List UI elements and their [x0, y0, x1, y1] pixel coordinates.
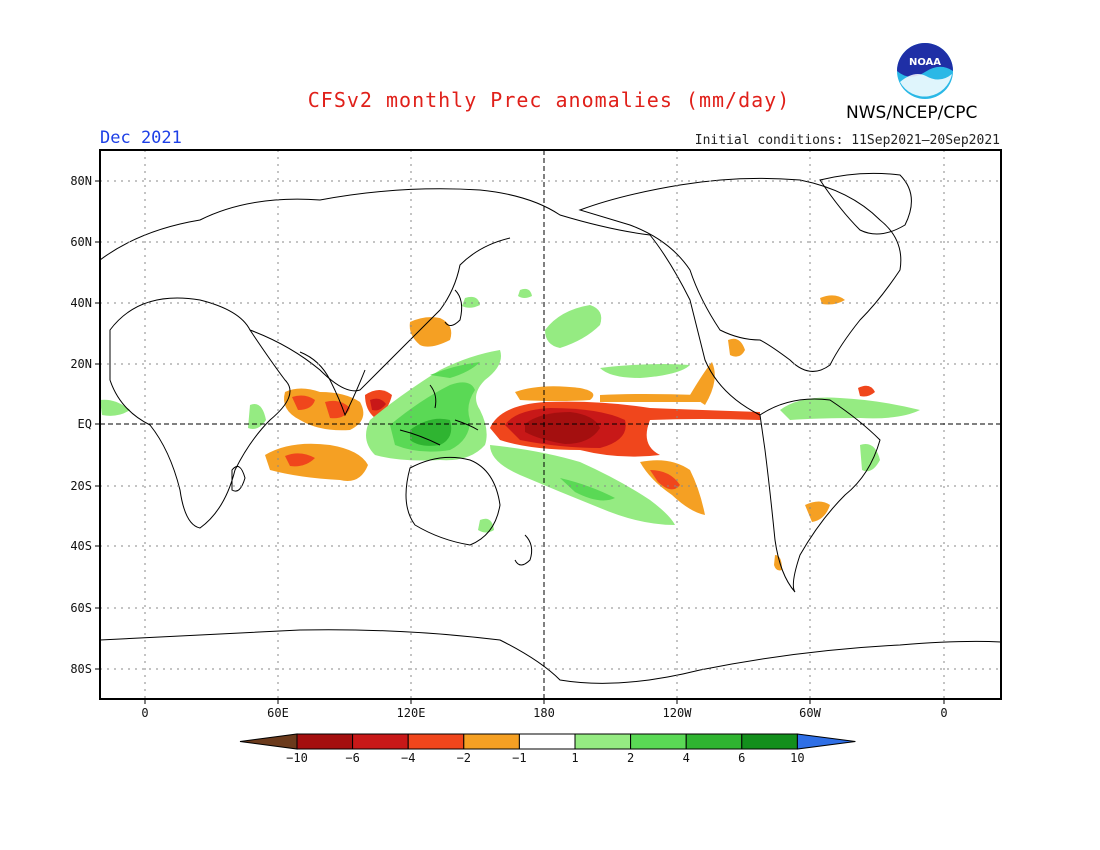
colorbar-label: 10 — [790, 751, 804, 765]
colorbar-arrow-high — [796, 733, 856, 750]
noaa-logo: NOAA — [894, 42, 956, 104]
lon-label: 60E — [267, 706, 289, 720]
axis-ticks: 80N 60N 40N 20N EQ 20S 40S 60S 80S 0 60E 120E 180 120… — [70, 174, 947, 720]
lon-label: 60W — [799, 706, 821, 720]
colorbar-label: −2 — [457, 751, 471, 765]
colorbar-label: −6 — [345, 751, 359, 765]
lat-label: EQ — [78, 417, 92, 431]
colorbar-segment — [518, 733, 576, 750]
colorbar-segment — [685, 733, 743, 750]
lat-label: 80S — [70, 662, 92, 676]
colorbar-segment — [352, 733, 409, 750]
valid-month: Dec 2021 — [100, 128, 182, 148]
lat-label: 40S — [70, 539, 92, 553]
lat-label: 80N — [70, 174, 92, 188]
colorbar-segment — [463, 733, 520, 750]
colorbar-label: −10 — [286, 751, 308, 765]
lat-label: 40N — [70, 296, 92, 310]
colorbar-arrow-low — [239, 733, 298, 750]
graticule — [100, 150, 1001, 699]
lon-label: 120W — [663, 706, 693, 720]
colorbar-label: −4 — [401, 751, 415, 765]
colorbar-label: −1 — [512, 751, 526, 765]
colorbar-label: 6 — [738, 751, 745, 765]
colorbar-segment — [407, 733, 465, 750]
colorbar-segment — [630, 733, 687, 750]
svg-text:NOAA: NOAA — [909, 57, 941, 68]
coastlines — [100, 172, 1001, 684]
lat-label: 60S — [70, 601, 92, 615]
initial-conditions: Initial conditions: 11Sep2021–20Sep2021 — [694, 133, 1000, 148]
lat-label: 60N — [70, 235, 92, 249]
colorbar-segment — [741, 733, 798, 750]
lat-label: 20S — [70, 479, 92, 493]
colorbar-segment — [574, 733, 632, 750]
lon-label: 0 — [940, 706, 947, 720]
lon-label: 180 — [533, 706, 555, 720]
map-title: CFSv2 monthly Prec anomalies (mm/day) — [307, 88, 791, 112]
colorbar-label: 1 — [571, 751, 578, 765]
lon-label: 120E — [397, 706, 426, 720]
lon-label: 0 — [141, 706, 148, 720]
colorbar-label: 4 — [683, 751, 690, 765]
lat-label: 20N — [70, 357, 92, 371]
colorbar-segment — [296, 733, 354, 750]
colorbar-label: 2 — [627, 751, 634, 765]
anomaly-fields — [100, 288, 920, 571]
colorbar: −10 −6 −4 −2 −1 1 2 4 6 10 — [239, 733, 856, 765]
agency-label: NWS/NCEP/CPC — [846, 103, 978, 123]
